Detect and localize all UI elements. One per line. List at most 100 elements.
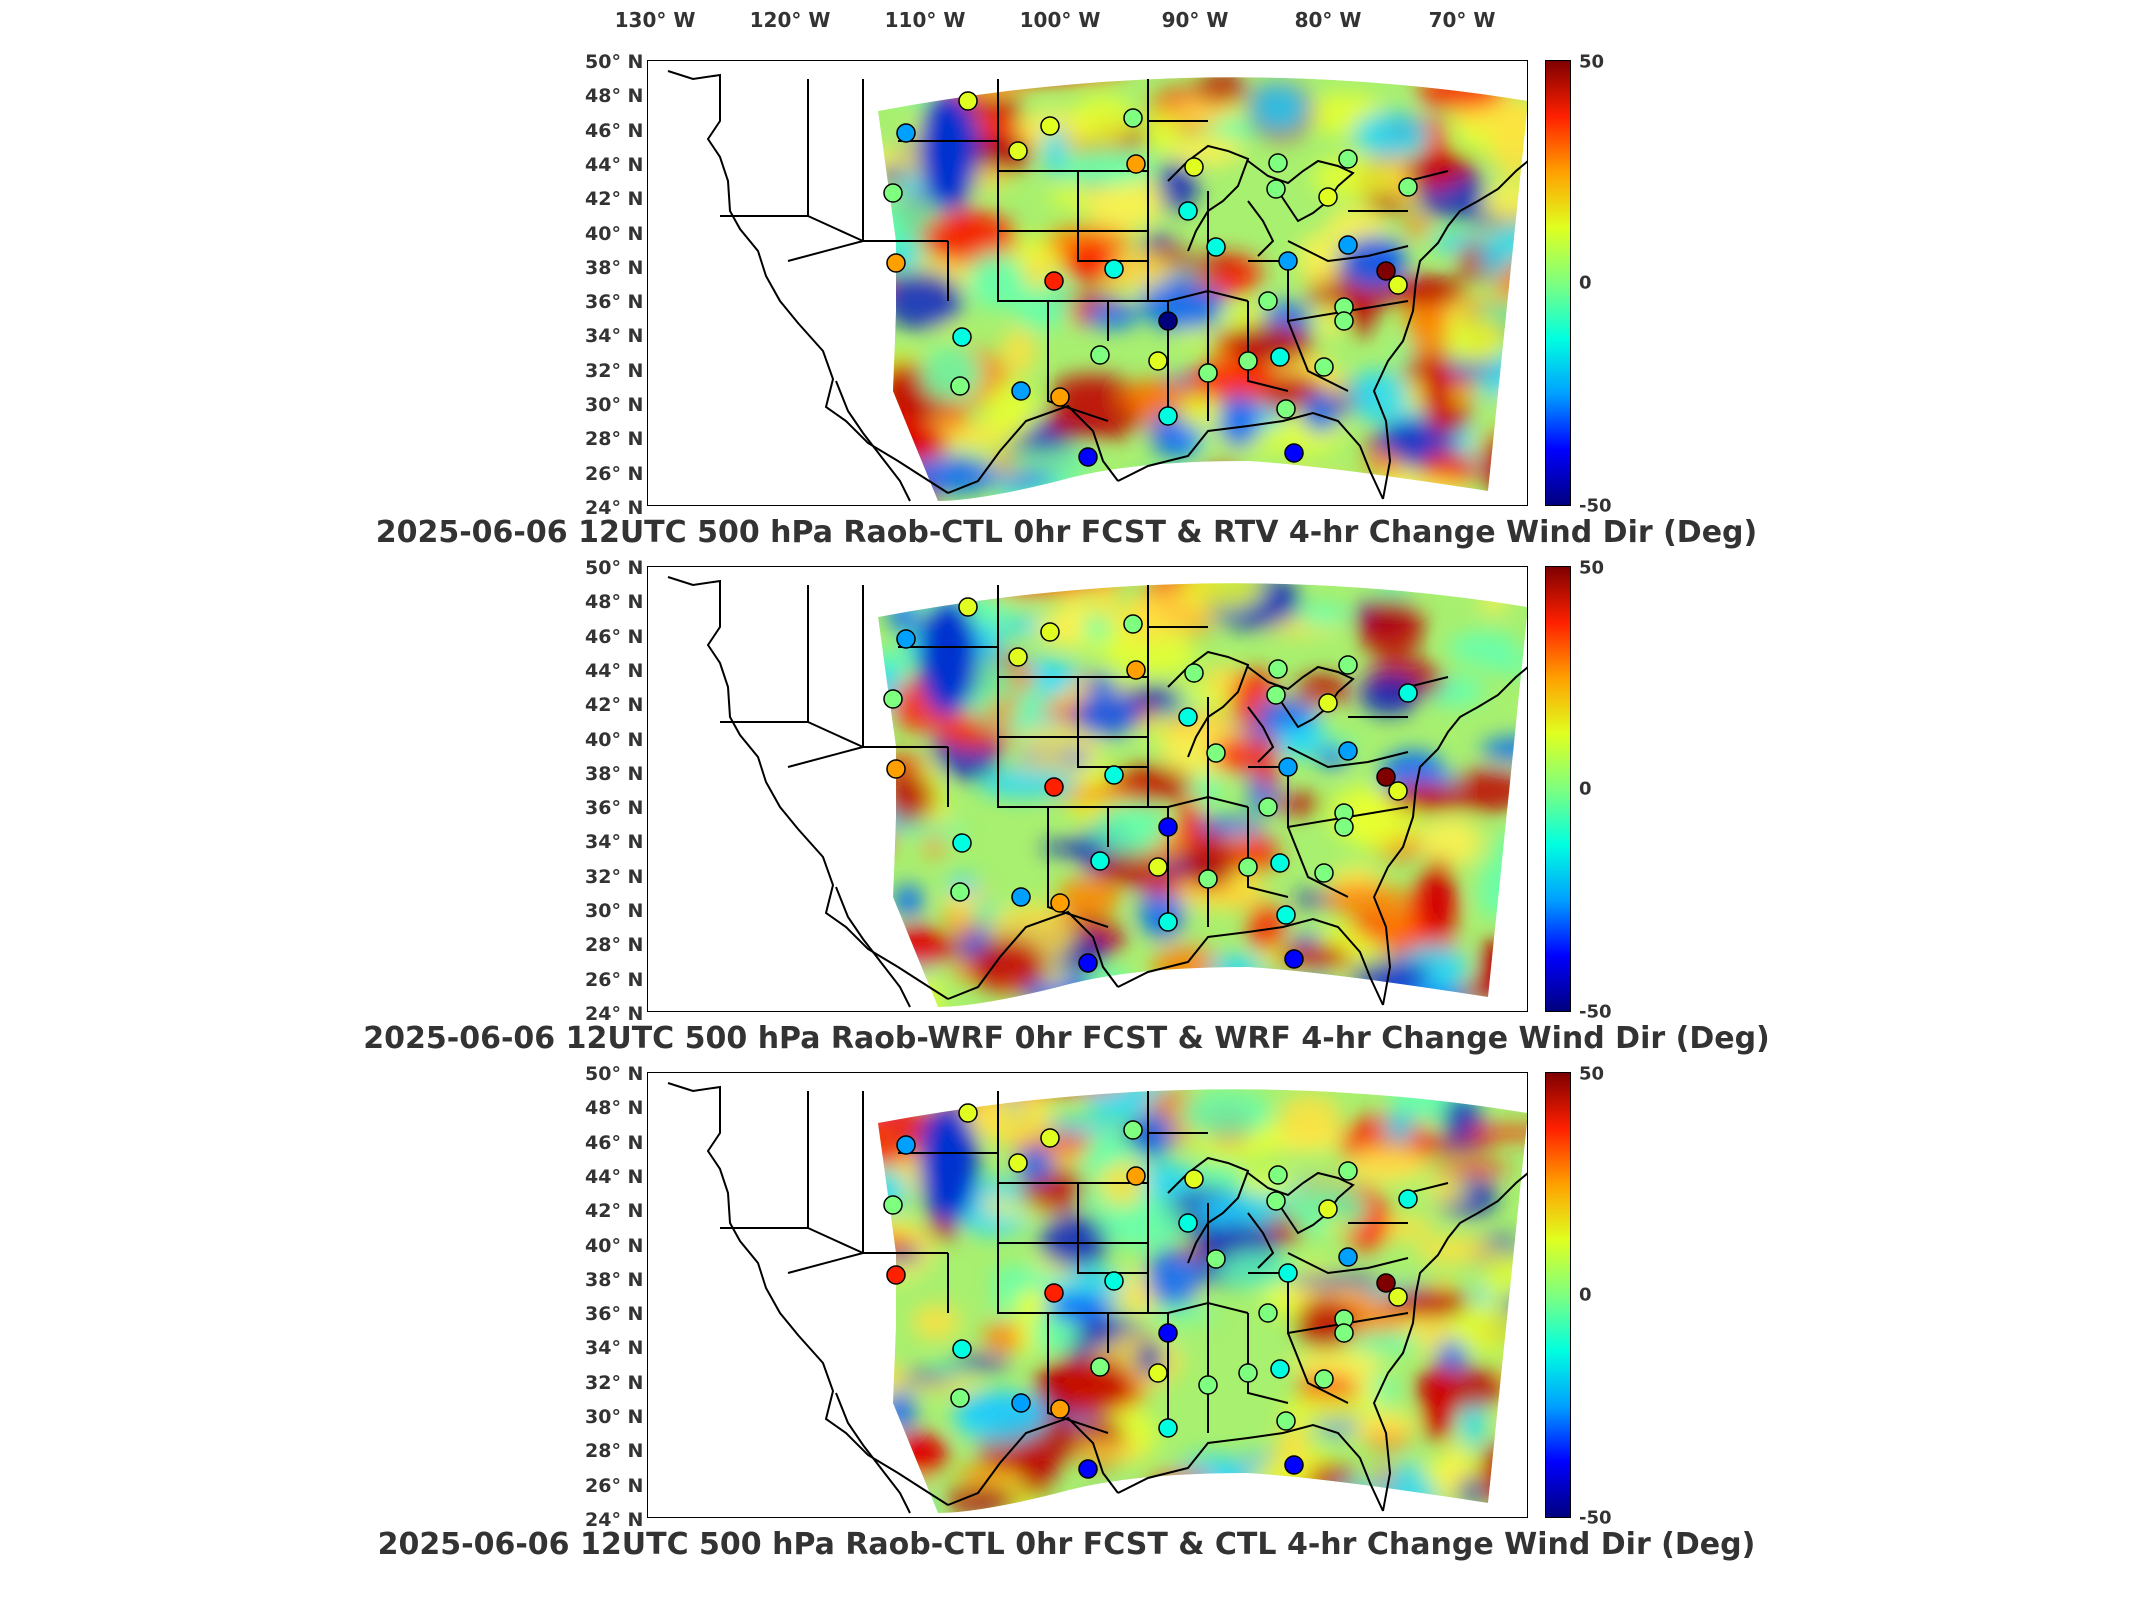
panel-title: 2025-06-06 12UTC 500 hPa Raob-WRF 0hr FC… (363, 1021, 1770, 1056)
raob-station-marker (1284, 443, 1304, 463)
lat-label: 30° N (585, 394, 644, 417)
lat-label: 38° N (585, 1268, 644, 1291)
lat-label: 34° N (585, 325, 644, 348)
lon-label: 110° W (884, 8, 966, 32)
raob-station-marker (1158, 311, 1178, 331)
map-plot (647, 1072, 1528, 1518)
raob-station-marker (1338, 235, 1358, 255)
raob-station-marker (1123, 614, 1143, 634)
raob-station-marker (1050, 1399, 1070, 1419)
raob-station-marker (1008, 141, 1028, 161)
raob-station-marker (1266, 179, 1286, 199)
raob-station-marker (1090, 345, 1110, 365)
raob-station-marker (1123, 1120, 1143, 1140)
lon-label: 100° W (1019, 8, 1101, 32)
raob-station-marker (1158, 1323, 1178, 1343)
raob-station-marker (1158, 817, 1178, 837)
raob-station-marker (883, 689, 903, 709)
colorbar (1545, 60, 1571, 506)
raob-station-marker (1398, 1189, 1418, 1209)
colorbar-max-label: 50 (1579, 1063, 1605, 1085)
raob-station-marker (1338, 149, 1358, 169)
raob-station-marker (1258, 291, 1278, 311)
raob-station-marker (1184, 1169, 1204, 1189)
raob-station-marker (1284, 949, 1304, 969)
map-boundaries (667, 576, 1527, 1008)
raob-station-marker (896, 123, 916, 143)
raob-station-marker (1198, 1375, 1218, 1395)
raob-station-marker (1044, 777, 1064, 797)
raob-station-marker (1314, 1369, 1334, 1389)
lat-label: 44° N (585, 659, 644, 682)
lat-label: 30° N (585, 900, 644, 923)
raob-station-marker (958, 597, 978, 617)
lat-label: 38° N (585, 256, 644, 279)
raob-station-marker (1104, 1271, 1124, 1291)
raob-station-marker (1148, 1363, 1168, 1383)
raob-station-marker (1276, 1411, 1296, 1431)
raob-station-marker (883, 183, 903, 203)
lat-label: 48° N (585, 591, 644, 614)
map-plot (647, 566, 1528, 1012)
colorbar-mid-label: 0 (1579, 272, 1592, 294)
raob-station-marker (1238, 857, 1258, 877)
raob-station-marker (1268, 153, 1288, 173)
colorbar (1545, 566, 1571, 1012)
lat-label: 36° N (585, 1303, 644, 1326)
raob-station-marker (950, 376, 970, 396)
raob-station-marker (1040, 1128, 1060, 1148)
raob-station-marker (1040, 116, 1060, 136)
raob-station-marker (1284, 1455, 1304, 1475)
lat-label: 42° N (585, 1200, 644, 1223)
lat-label: 46° N (585, 625, 644, 648)
raob-station-marker (1011, 381, 1031, 401)
raob-station-marker (1278, 757, 1298, 777)
lat-label: 32° N (585, 865, 644, 888)
lat-label: 50° N (585, 51, 644, 73)
raob-station-marker (1268, 1165, 1288, 1185)
raob-station-marker (1178, 201, 1198, 221)
colorbar-min-label: -50 (1579, 1507, 1612, 1529)
lat-label: 26° N (585, 462, 644, 485)
lat-label: 38° N (585, 762, 644, 785)
lat-label: 48° N (585, 85, 644, 108)
raob-station-marker (1104, 259, 1124, 279)
raob-station-marker (1206, 237, 1226, 257)
map-plot (647, 60, 1528, 506)
raob-station-marker (1314, 357, 1334, 377)
raob-station-marker (1266, 685, 1286, 705)
raob-station-marker (1318, 1199, 1338, 1219)
raob-stations (883, 1103, 1418, 1479)
raob-station-marker (1198, 363, 1218, 383)
raob-station-marker (1398, 177, 1418, 197)
lat-label: 44° N (585, 153, 644, 176)
colorbar-max-label: 50 (1579, 557, 1605, 579)
raob-station-marker (1044, 1283, 1064, 1303)
raob-station-marker (1334, 817, 1354, 837)
wind-direction-field (878, 1089, 1527, 1513)
raob-station-marker (1198, 869, 1218, 889)
lat-label: 24° N (585, 1003, 644, 1025)
wind-direction-field (878, 77, 1527, 501)
map-panel-1: 50 0 -50 2025-06-06 12UTC 500 hPa Raob-C… (0, 51, 2133, 570)
colorbar-min-label: -50 (1579, 1001, 1612, 1023)
raob-station-marker (1158, 1418, 1178, 1438)
raob-station-marker (1270, 853, 1290, 873)
lat-label: 28° N (585, 934, 644, 957)
raob-station-marker (950, 1388, 970, 1408)
raob-station-marker (1126, 1166, 1146, 1186)
lat-label: 36° N (585, 797, 644, 820)
raob-station-marker (1276, 905, 1296, 925)
raob-station-marker (1318, 187, 1338, 207)
raob-station-marker (1158, 406, 1178, 426)
map-boundaries (667, 1082, 1527, 1514)
colorbar-mid-label: 0 (1579, 1284, 1592, 1306)
lat-label: 48° N (585, 1097, 644, 1120)
raob-station-marker (1178, 707, 1198, 727)
lat-label: 42° N (585, 694, 644, 717)
raob-station-marker (952, 833, 972, 853)
lon-label: 80° W (1294, 8, 1362, 32)
lat-label: 50° N (585, 557, 644, 579)
lat-label: 42° N (585, 188, 644, 211)
raob-station-marker (886, 253, 906, 273)
